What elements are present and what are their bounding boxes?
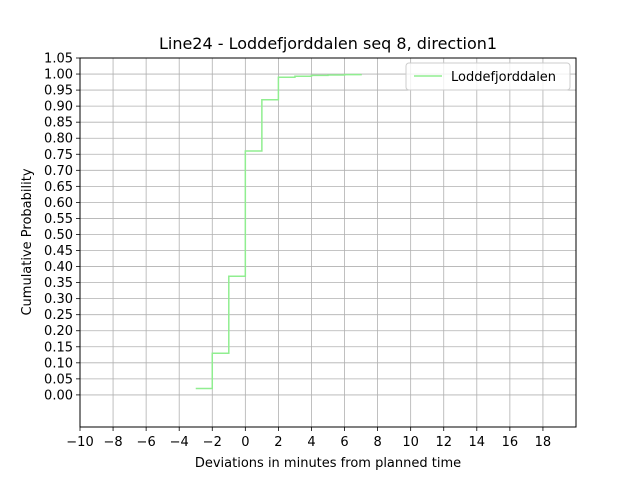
legend: Loddefjorddalen: [405, 62, 571, 91]
y-tick-label: 0.45: [44, 244, 73, 259]
x-tick-label: 0: [241, 435, 249, 450]
y-tick-label: 0.50: [44, 228, 73, 243]
series-layer: [195, 73, 362, 390]
x-tick-label: 18: [535, 435, 552, 450]
y-tick-label: 0.95: [44, 84, 73, 99]
y-tick-label: 0.90: [44, 100, 73, 115]
y-tick-label: 0.10: [44, 356, 73, 371]
legend-label: Loddefjorddalen: [451, 70, 556, 85]
x-tick-label: 12: [435, 435, 452, 450]
plot-frame: [79, 57, 577, 428]
x-tick-label: −8: [103, 435, 122, 450]
y-tick-label: 0.70: [44, 164, 73, 179]
x-tick-label: −4: [170, 435, 189, 450]
y-tick-label: 0.80: [44, 132, 73, 147]
x-tick-label: −2: [203, 435, 222, 450]
y-tick-label: 0.25: [44, 308, 73, 323]
x-tick-label: 8: [373, 435, 381, 450]
y-tick-label: 0.55: [44, 212, 73, 227]
chart-title: Line24 - Loddefjorddalen seq 8, directio…: [159, 34, 497, 53]
grid: [79, 57, 576, 427]
y-tick-label: 1.05: [44, 52, 73, 67]
y-axis-ticks: 0.000.050.100.150.200.250.300.350.400.45…: [44, 52, 80, 403]
x-axis-ticks: −10 −8 −6 −4 −2 0 2 4 6 8 10 12 14 16 18: [66, 427, 551, 450]
y-tick-label: 0.35: [44, 276, 73, 291]
y-tick-label: 0.00: [44, 388, 73, 403]
y-tick-label: 0.65: [44, 180, 73, 195]
y-axis-title: Cumulative Probability: [20, 168, 35, 315]
y-tick-label: 0.75: [44, 148, 73, 163]
x-tick-label: −6: [137, 435, 156, 450]
x-tick-label: 16: [502, 435, 519, 450]
x-tick-label: 6: [340, 435, 348, 450]
x-tick-label: −10: [66, 435, 93, 450]
x-tick-label: 14: [469, 435, 486, 450]
x-axis-title: Deviations in minutes from planned time: [195, 456, 461, 471]
y-tick-label: 0.15: [44, 340, 73, 355]
y-tick-label: 0.40: [44, 260, 73, 275]
y-tick-label: 0.60: [44, 196, 73, 211]
y-tick-label: 0.20: [44, 324, 73, 339]
x-tick-label: 4: [307, 435, 315, 450]
x-tick-label: 10: [402, 435, 419, 450]
y-tick-label: 0.05: [44, 372, 73, 387]
y-tick-label: 0.30: [44, 292, 73, 307]
y-tick-label: 0.85: [44, 116, 73, 131]
series-line: [195, 73, 362, 390]
y-tick-label: 1.00: [44, 68, 73, 83]
x-tick-label: 2: [274, 435, 282, 450]
legend-box: [405, 62, 571, 91]
